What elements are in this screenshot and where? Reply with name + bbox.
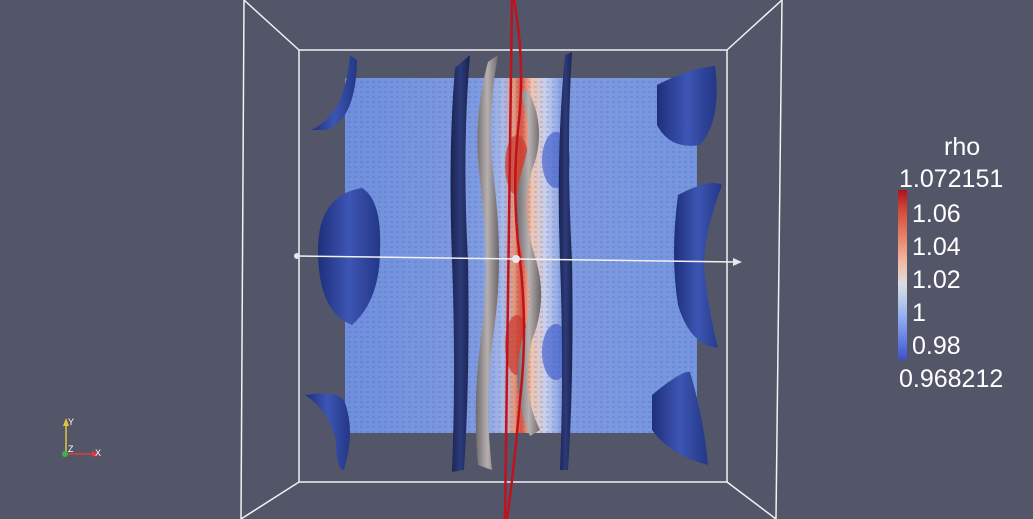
x-axis-arrow — [92, 451, 100, 457]
color-legend: rho 1.072151 1.06 1.04 1.02 1 0.98 0.968… — [895, 133, 1033, 398]
legend-range-max: 1.072151 — [899, 165, 1004, 193]
center-contour — [503, 0, 526, 519]
legend-range-min: 0.968212 — [899, 365, 1004, 393]
legend-tick: 1.04 — [912, 233, 961, 261]
z-axis-dot — [62, 451, 68, 457]
x-axis-label: X — [95, 448, 101, 458]
legend-color-bar — [898, 190, 907, 360]
legend-tick: 1.02 — [912, 266, 961, 294]
y-axis-arrow — [63, 418, 69, 426]
orientation-axes: Y Z X — [62, 417, 101, 458]
legend-title: rho — [944, 133, 981, 161]
z-axis-label: Z — [68, 444, 74, 454]
legend-tick: 1 — [912, 299, 926, 327]
density-slice — [345, 78, 697, 433]
isosurface-blobs — [305, 55, 722, 470]
legend-tick: 1.06 — [912, 200, 961, 228]
center-axis-line — [294, 253, 742, 266]
legend-tick: 0.98 — [912, 332, 961, 360]
y-axis-label: Y — [68, 417, 74, 427]
